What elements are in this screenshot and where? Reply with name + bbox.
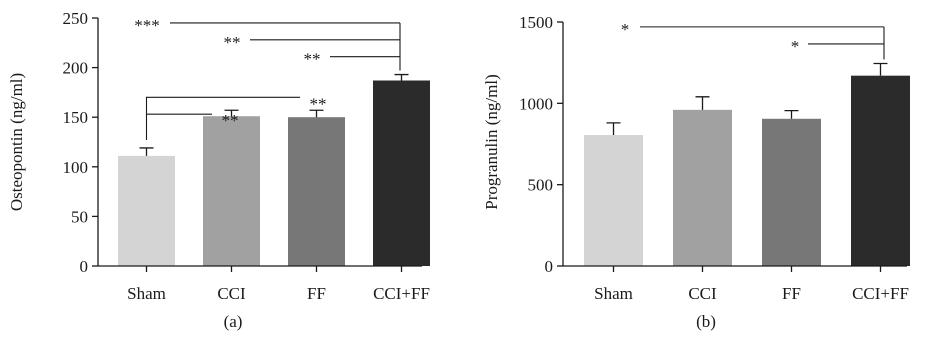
bar-b-cci-plus-ff <box>851 75 910 267</box>
error-bar-a-3 <box>394 73 409 81</box>
y-tick-label-a-150: 150 <box>63 108 89 127</box>
x-tick-label-b-2: FF <box>782 284 801 303</box>
x-tick-label-a-1: CCI <box>217 284 246 303</box>
error-bar-b-0 <box>606 122 621 136</box>
bar-b-sham <box>584 135 643 266</box>
y-axis-label-a: Osteopontin (ng/ml) <box>7 73 26 211</box>
significance-b-0-label: * <box>621 20 630 39</box>
error-bar-b-1 <box>695 96 710 110</box>
bar-a-sham <box>118 155 175 266</box>
panel-a-osteopontin-chart: 0 50 100 150 200 250 Sham CCI FF CCI+FF Osteoponti… <box>7 9 430 331</box>
y-tick-label-a-250: 250 <box>63 9 89 28</box>
x-tick-label-b-1: CCI <box>688 284 717 303</box>
x-tick-label-a-2: FF <box>307 284 326 303</box>
y-tick-label-b-0: 0 <box>545 257 554 276</box>
x-tick-label-b-0: Sham <box>594 284 633 303</box>
y-tick-label-a-100: 100 <box>63 158 89 177</box>
significance-a-1-label: ** <box>224 33 241 52</box>
y-tick-label-b-1000: 1000 <box>519 94 553 113</box>
y-tick-label-b-1500: 1500 <box>519 13 553 32</box>
error-bar-b-3 <box>873 62 888 76</box>
bar-a-ff <box>288 117 345 266</box>
x-tick-label-a-3: CCI+FF <box>373 284 430 303</box>
bar-b-ff <box>762 118 821 266</box>
bar-a-cci <box>203 116 260 266</box>
y-tick-label-a-50: 50 <box>71 207 88 226</box>
panel-label-a: (a) <box>224 312 243 331</box>
significance-a-3-label: ** <box>310 94 327 113</box>
y-axis-label-b: Progranulin (ng/ml) <box>482 74 501 210</box>
significance-a-3-line <box>145 96 300 140</box>
error-bar-a-2 <box>309 109 324 118</box>
y-tick-label-a-0: 0 <box>80 257 89 276</box>
significance-a-0-label: *** <box>134 16 160 35</box>
significance-a-4-label: ** <box>222 111 239 130</box>
error-bar-a-0 <box>139 147 154 156</box>
bar-b-cci <box>673 109 732 266</box>
bar-a-cci-plus-ff <box>373 80 430 266</box>
y-tick-label-b-500: 500 <box>528 176 554 195</box>
error-bar-a-1 <box>224 109 239 117</box>
panel-b-progranulin-chart: 0 500 1000 1500 Sham CCI FF CCI+FF Progranulin (… <box>482 13 910 331</box>
significance-a-2-label: ** <box>304 50 321 69</box>
x-tick-label-a-0: Sham <box>127 284 166 303</box>
error-bar-b-2 <box>784 110 799 119</box>
y-tick-label-a-200: 200 <box>63 59 89 78</box>
panel-label-b: (b) <box>696 312 716 331</box>
x-tick-label-b-3: CCI+FF <box>852 284 909 303</box>
significance-b-1-label: * <box>791 37 800 56</box>
